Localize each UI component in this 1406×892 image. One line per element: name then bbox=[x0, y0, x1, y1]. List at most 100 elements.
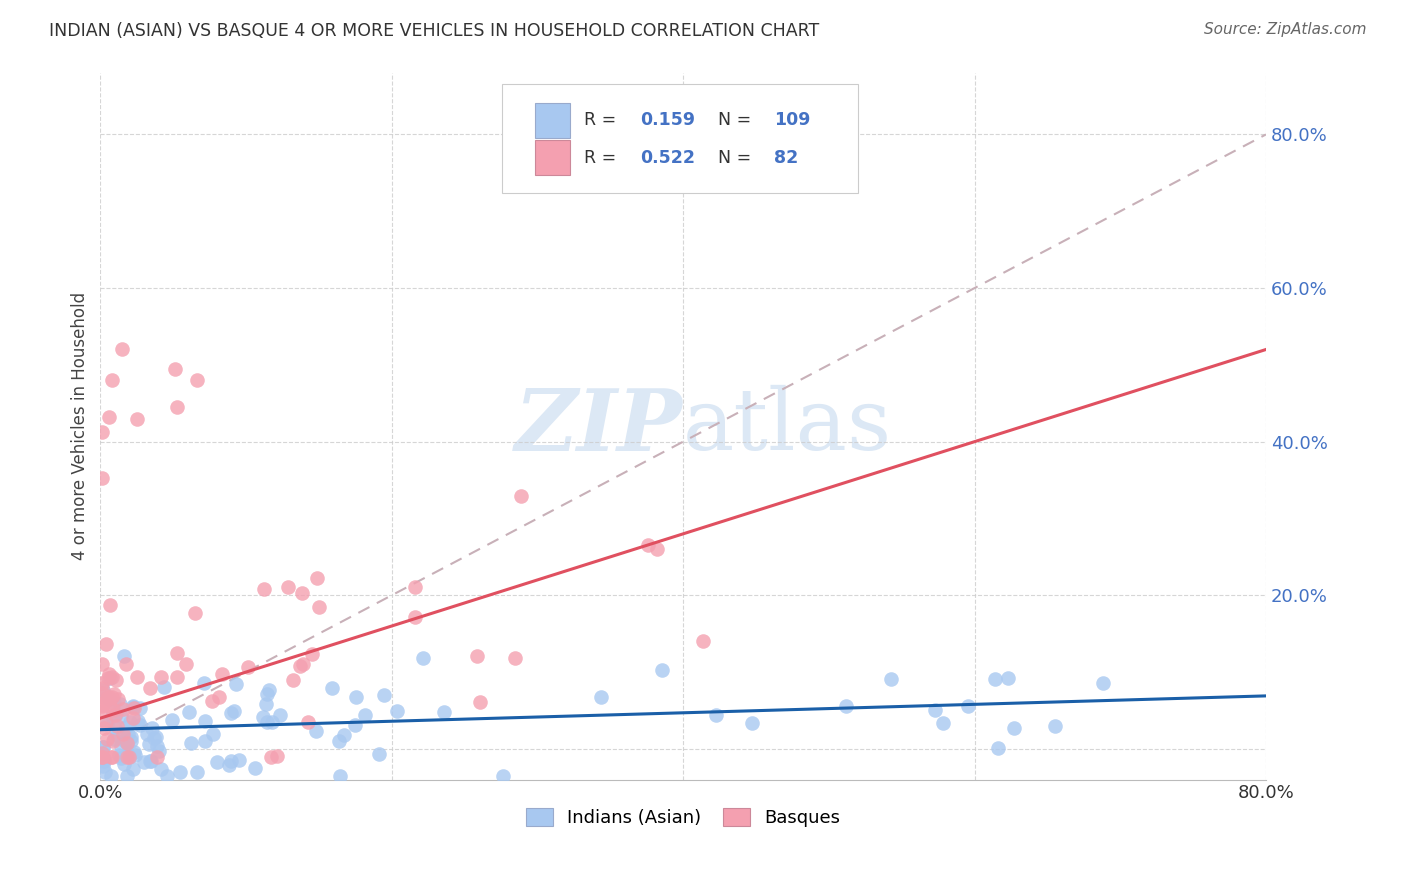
Point bbox=[110, 697, 132, 711]
FancyBboxPatch shape bbox=[536, 103, 569, 138]
Point bbox=[90, 676, 112, 690]
Point bbox=[183, 606, 205, 620]
Text: Source: ZipAtlas.com: Source: ZipAtlas.com bbox=[1204, 22, 1367, 37]
Point bbox=[139, 754, 162, 768]
Point bbox=[651, 663, 673, 677]
Point bbox=[103, 687, 125, 701]
Point bbox=[160, 713, 183, 727]
FancyBboxPatch shape bbox=[502, 84, 858, 193]
Point bbox=[333, 728, 356, 742]
Point bbox=[291, 586, 314, 600]
Point bbox=[100, 749, 122, 764]
Point bbox=[373, 688, 395, 702]
Point bbox=[122, 745, 145, 759]
Point bbox=[98, 692, 121, 706]
Point bbox=[124, 747, 146, 762]
Point bbox=[107, 692, 129, 706]
Point bbox=[145, 739, 167, 753]
Point bbox=[260, 749, 283, 764]
Point bbox=[163, 361, 186, 376]
Point bbox=[121, 711, 143, 725]
Point bbox=[115, 749, 138, 764]
Point bbox=[704, 707, 727, 722]
Point bbox=[277, 581, 299, 595]
Point bbox=[221, 706, 243, 720]
Point bbox=[225, 677, 247, 691]
Point bbox=[120, 734, 142, 748]
Point bbox=[93, 754, 115, 768]
Point bbox=[121, 698, 143, 713]
Point bbox=[91, 739, 114, 754]
Point bbox=[96, 731, 118, 746]
Point bbox=[228, 753, 250, 767]
Point bbox=[98, 598, 121, 612]
Point bbox=[136, 727, 159, 741]
Point bbox=[105, 719, 128, 733]
Text: 82: 82 bbox=[775, 149, 799, 167]
Point bbox=[179, 705, 201, 719]
Point bbox=[169, 764, 191, 779]
Point bbox=[252, 709, 274, 723]
Point bbox=[269, 708, 291, 723]
Text: ZIP: ZIP bbox=[515, 384, 683, 468]
Point bbox=[932, 716, 955, 731]
Point bbox=[208, 690, 231, 704]
Point bbox=[145, 730, 167, 744]
Point bbox=[100, 769, 122, 783]
Text: R =: R = bbox=[583, 149, 621, 167]
Point bbox=[254, 698, 277, 712]
Point bbox=[153, 680, 176, 694]
Text: 0.522: 0.522 bbox=[640, 149, 695, 167]
Point bbox=[103, 731, 125, 746]
Point bbox=[90, 749, 112, 764]
Point bbox=[186, 764, 208, 779]
Point bbox=[127, 714, 149, 728]
Point bbox=[110, 709, 132, 723]
Point bbox=[984, 672, 1007, 686]
Text: INDIAN (ASIAN) VS BASQUE 4 OR MORE VEHICLES IN HOUSEHOLD CORRELATION CHART: INDIAN (ASIAN) VS BASQUE 4 OR MORE VEHIC… bbox=[49, 22, 820, 40]
Point bbox=[93, 721, 115, 735]
Point bbox=[120, 730, 142, 744]
Point bbox=[117, 749, 139, 764]
Point bbox=[90, 747, 112, 761]
Point bbox=[138, 681, 160, 695]
Point bbox=[211, 667, 233, 681]
Point bbox=[91, 683, 114, 698]
Point bbox=[194, 714, 217, 728]
Point bbox=[305, 571, 328, 585]
Y-axis label: 4 or more Vehicles in Household: 4 or more Vehicles in Household bbox=[72, 293, 89, 560]
Point bbox=[90, 686, 112, 700]
Point bbox=[1002, 722, 1025, 736]
Point bbox=[93, 764, 115, 779]
Point bbox=[245, 761, 267, 775]
Text: 0.159: 0.159 bbox=[640, 112, 695, 129]
Point bbox=[150, 762, 173, 776]
Point bbox=[468, 695, 491, 709]
Text: N =: N = bbox=[718, 149, 756, 167]
Point bbox=[835, 698, 858, 713]
Point bbox=[104, 673, 127, 687]
Point bbox=[219, 755, 242, 769]
Point bbox=[645, 542, 668, 557]
Point bbox=[118, 715, 141, 730]
Point bbox=[101, 373, 124, 387]
Point bbox=[129, 701, 152, 715]
Point bbox=[368, 747, 391, 761]
Point bbox=[297, 715, 319, 730]
Point bbox=[404, 609, 426, 624]
Point bbox=[115, 747, 138, 761]
Point bbox=[128, 718, 150, 732]
Point bbox=[997, 671, 1019, 685]
Point bbox=[180, 736, 202, 750]
Point bbox=[103, 734, 125, 748]
Point bbox=[257, 683, 280, 698]
Point bbox=[509, 489, 531, 503]
Point bbox=[90, 681, 112, 695]
Point bbox=[186, 373, 208, 387]
Point bbox=[121, 763, 143, 777]
Point bbox=[105, 707, 128, 722]
Point bbox=[98, 666, 121, 681]
Point bbox=[193, 676, 215, 690]
Point bbox=[108, 747, 131, 762]
Point bbox=[112, 732, 135, 747]
